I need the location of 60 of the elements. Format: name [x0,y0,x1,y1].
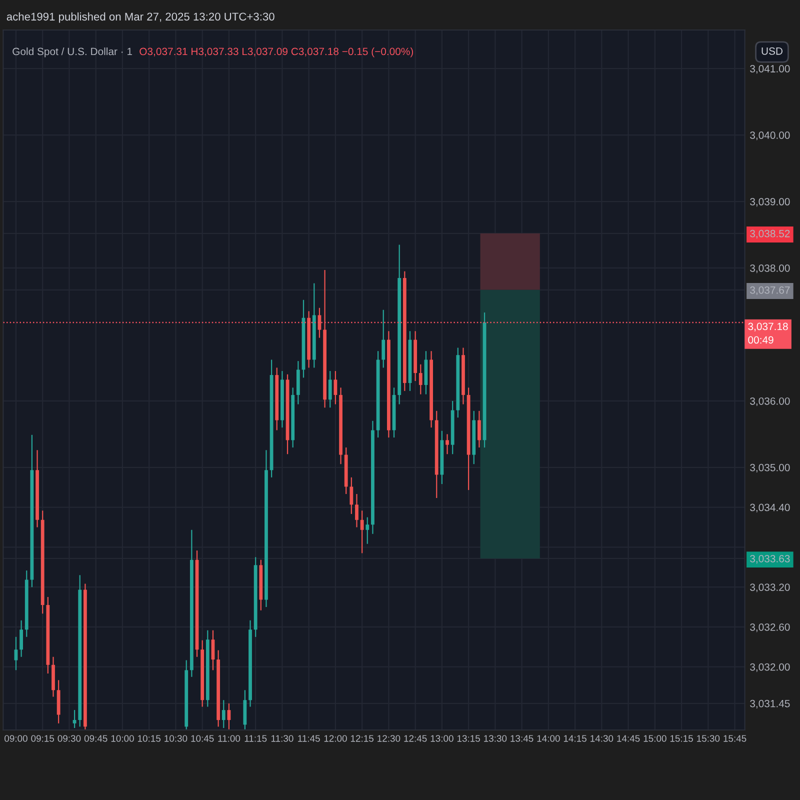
x-tick-label: 12:15 [350,735,374,742]
text: USD [762,47,782,55]
x-tick-label: 09:30 [58,735,81,742]
x-tick-label: 11:15 [244,735,267,742]
x-tick-label: 11:45 [298,735,320,742]
x-tick-label: 13:15 [457,735,480,742]
y-tick-label: 3,039.00 [750,198,790,207]
x-tick-label: 12:00 [324,735,347,742]
ref-line-label: 3,037.18 00:49 [748,322,788,344]
x-tick-label: 09:00 [4,735,28,742]
x-tick-label: 15:00 [644,735,666,742]
x-tick-label: 10:30 [164,735,188,742]
candlestick [355,493,358,528]
y-tick-label: 3,032.60 [750,623,790,632]
y-tick-label: 3,033.63 [750,554,790,564]
x-tick-label: 12:30 [378,735,400,742]
candlestick [366,516,370,544]
candlestick [328,370,332,408]
x-tick-label: 09:45 [84,735,108,742]
y-tick-label: 3,038.00 [750,264,790,274]
text: Gold Spot / U.S. Dollar · 1 [12,48,132,58]
text: ache1991 published on Mar 27, 2025 13:20 UTC+3:30 [6,12,274,23]
candlestick [334,370,338,405]
y-tick-label: 3,037.67 [750,286,790,296]
x-tick-label: 11:30 [271,735,294,742]
y-tick-label: 3,032.00 [750,663,790,672]
y-tick-label: 3,040.00 [750,132,790,140]
x-tick-label: 10:45 [191,735,214,742]
x-tick-label: 12:45 [404,735,427,742]
x-tick-label: 15:15 [670,735,693,742]
x-tick-label: 15:45 [724,735,746,742]
x-tick-label: 15:30 [697,735,720,742]
candlestick [418,364,422,395]
y-tick-label: 3,035.00 [750,464,790,473]
x-tick-label: 14:00 [537,735,560,742]
text: O3,037.31 H3,037.33 L3,037.09 C3,037.18 −0.15 (−0.00%) [140,48,414,58]
x-tick-label: 10:15 [138,735,161,742]
y-tick-label: 3,033.20 [750,584,790,592]
x-tick-label: 14:30 [590,735,614,742]
x-tick-label: 10:00 [111,735,134,742]
x-tick-label: 09:15 [31,735,54,742]
x-tick-label: 11:00 [218,735,240,742]
x-tick-label: 13:00 [430,735,454,742]
candlestick [446,434,449,455]
x-tick-label: 13:45 [510,735,534,742]
candlestick [72,710,76,729]
candlestick [360,510,364,554]
candlestick [20,620,24,658]
candlestick [382,309,386,368]
x-tick-label: 13:30 [484,735,507,742]
y-tick-label: 3,034.40 [750,504,790,512]
candlestick [222,700,226,729]
y-tick-label: 3,038.52 [750,230,790,239]
x-tick-label: 14:15 [564,735,586,742]
x-tick-label: 14:45 [617,735,640,742]
y-tick-label: 3,036.00 [750,397,790,406]
candlestick [478,410,481,448]
candlestick [350,476,354,515]
y-tick-label: 3,041.00 [750,65,790,74]
y-tick-label: 3,031.45 [750,700,790,709]
